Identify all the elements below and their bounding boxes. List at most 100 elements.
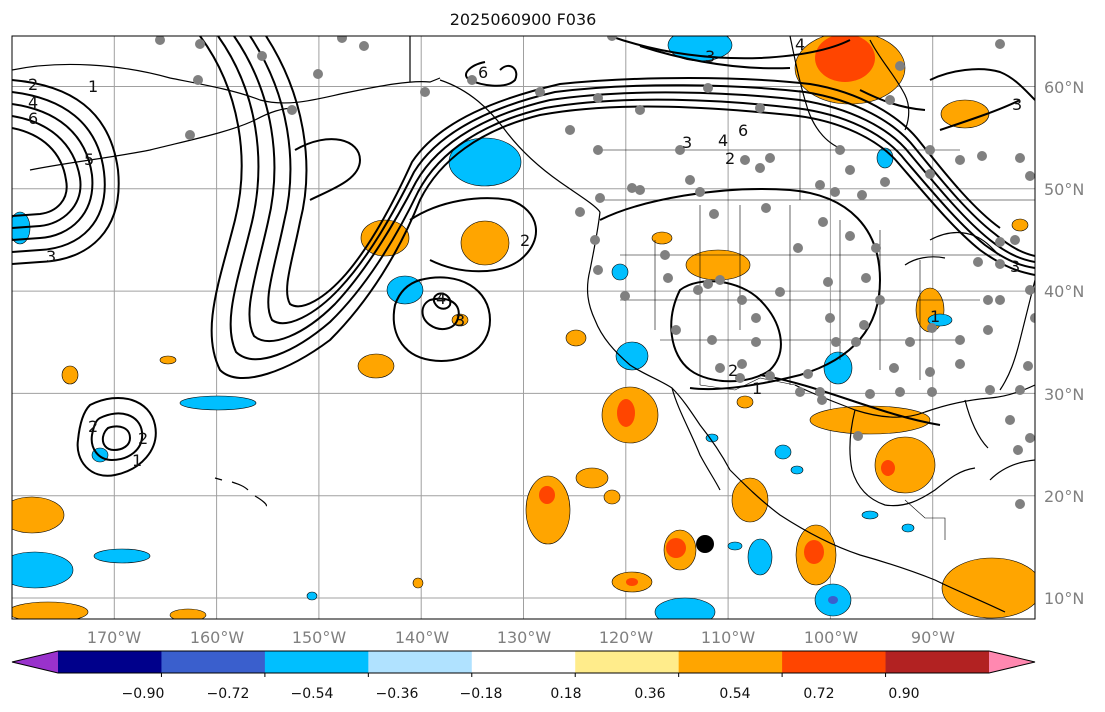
- station-dot: [865, 389, 875, 399]
- lon-label: 150°W: [292, 628, 347, 647]
- station-dot: [1025, 285, 1035, 295]
- station-dot: [765, 371, 775, 381]
- contour-label: 2: [520, 231, 530, 250]
- station-dot: [983, 295, 993, 305]
- station-dot: [955, 155, 965, 165]
- map-border: [11, 35, 1036, 620]
- station-dot: [1013, 445, 1023, 455]
- station-dot: [995, 259, 1005, 269]
- station-dot: [1025, 433, 1035, 443]
- contour-label: 3: [682, 133, 692, 152]
- colorbar: [11, 650, 1036, 677]
- station-dot: [830, 187, 840, 197]
- station-dot: [1010, 235, 1020, 245]
- station-dot: [707, 335, 717, 345]
- station-dot: [593, 265, 603, 275]
- station-dot: [685, 175, 695, 185]
- station-dot: [740, 155, 750, 165]
- station-dots: [155, 36, 1035, 509]
- contour-label: 2: [28, 75, 38, 94]
- contour-label: 6: [28, 109, 38, 128]
- station-dot: [1030, 313, 1035, 323]
- colorbar-tick-label: 0.54: [719, 686, 750, 702]
- station-dot: [595, 193, 605, 203]
- station-dot: [575, 207, 585, 217]
- station-dot: [715, 275, 725, 285]
- station-dot: [845, 231, 855, 241]
- colorbar-tick-label: −0.90: [122, 686, 165, 702]
- station-dot: [925, 145, 935, 155]
- station-dot: [765, 153, 775, 163]
- station-dot: [755, 163, 765, 173]
- station-dot: [593, 93, 603, 103]
- lon-label: 160°W: [190, 628, 245, 647]
- contour-label: 1: [752, 379, 762, 398]
- station-dot: [1023, 361, 1033, 371]
- station-dot: [193, 75, 203, 85]
- station-dot: [590, 235, 600, 245]
- station-dot: [859, 320, 869, 330]
- station-dot: [895, 61, 905, 71]
- colorbar-segment: [678, 651, 783, 673]
- station-dot: [880, 177, 890, 187]
- station-dot: [995, 39, 1005, 49]
- contour-label: 2: [88, 417, 98, 436]
- station-dot: [155, 36, 165, 45]
- latitude-labels: 10°N 20°N 30°N 40°N 50°N 60°N: [1044, 78, 1084, 608]
- station-dot: [825, 313, 835, 323]
- station-dot: [895, 387, 905, 397]
- station-dot: [818, 217, 828, 227]
- contour-label: 4: [436, 289, 446, 308]
- station-dot: [565, 125, 575, 135]
- station-dot: [671, 325, 681, 335]
- station-dot: [835, 145, 845, 155]
- station-dot: [927, 323, 937, 333]
- gridlines: [12, 36, 1035, 619]
- contour-label: 6: [478, 63, 488, 82]
- lon-label: 130°W: [497, 628, 552, 647]
- lat-label: 20°N: [1044, 487, 1084, 506]
- station-dot: [313, 69, 323, 79]
- station-dot: [709, 209, 719, 219]
- contour-label: 2: [725, 149, 735, 168]
- station-dot: [985, 385, 995, 395]
- station-dot: [359, 41, 369, 51]
- station-dot: [861, 273, 871, 283]
- lat-label: 30°N: [1044, 385, 1084, 404]
- shaded-fields: [12, 36, 1035, 619]
- station-dot: [995, 295, 1005, 305]
- contour-label: 6: [738, 121, 748, 140]
- station-dot: [735, 373, 745, 383]
- station-dot: [761, 203, 771, 213]
- station-dot: [983, 325, 993, 335]
- colorbar-tick-label: 0.18: [550, 686, 581, 702]
- lon-label: 170°W: [87, 628, 142, 647]
- station-dot: [1025, 171, 1035, 181]
- colorbar-tick-label: 0.72: [803, 686, 834, 702]
- station-dot: [977, 151, 987, 161]
- station-dot: [467, 75, 477, 85]
- lon-label: 120°W: [599, 628, 654, 647]
- station-dot: [823, 277, 833, 287]
- lat-label: 60°N: [1044, 78, 1084, 97]
- station-dot: [853, 431, 863, 441]
- station-dot: [635, 105, 645, 115]
- station-dot: [955, 359, 965, 369]
- station-dot: [287, 105, 297, 115]
- contour-label: 3: [705, 47, 715, 66]
- colorbar-tick-label: −0.54: [291, 686, 334, 702]
- lon-label: 100°W: [804, 628, 859, 647]
- station-dot: [635, 185, 645, 195]
- colorbar-tick-label: −0.72: [207, 686, 250, 702]
- colorbar-segment: [471, 651, 576, 673]
- station-dot: [703, 279, 713, 289]
- colorbar-segment: [782, 651, 887, 673]
- station-dot: [715, 363, 725, 373]
- lat-label: 10°N: [1044, 589, 1084, 608]
- lon-label: 90°W: [911, 628, 955, 647]
- colorbar-tick-labels: −0.90 −0.72 −0.54 −0.36 −0.18 0.18 0.36 …: [122, 686, 920, 702]
- contour-label: 3: [1010, 257, 1020, 276]
- station-dot: [795, 387, 805, 397]
- colorbar-extend-max: [989, 651, 1035, 673]
- station-dot: [831, 337, 841, 347]
